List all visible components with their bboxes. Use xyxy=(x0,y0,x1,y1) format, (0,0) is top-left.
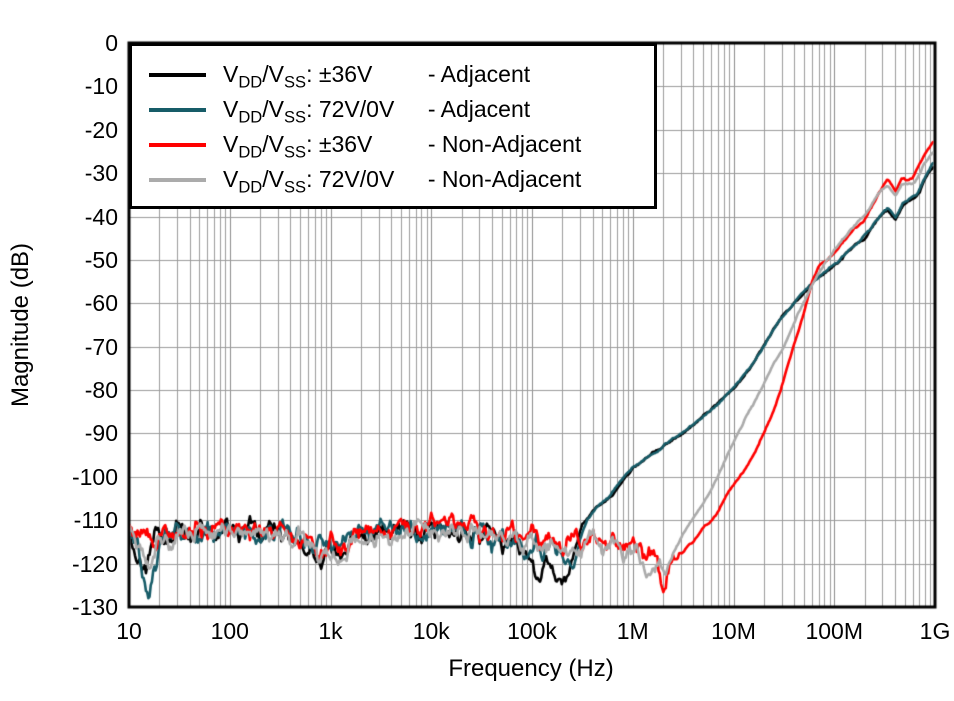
x-tick-label: 100 xyxy=(210,618,249,644)
legend-variant: - Adjacent xyxy=(427,96,531,122)
legend-item: VDD/VSS: 72V/0V - Adjacent xyxy=(149,92,648,127)
x-tick-label: 1M xyxy=(616,618,649,644)
legend-variant: - Non-Adjacent xyxy=(427,166,582,192)
y-tick-label: -100 xyxy=(71,463,118,490)
y-tick-label: -110 xyxy=(73,507,118,534)
legend-line-swatch xyxy=(149,107,206,112)
x-tick-label: 100k xyxy=(507,618,557,644)
y-tick-label: -90 xyxy=(84,420,118,447)
y-tick-label: -40 xyxy=(84,203,118,230)
x-tick-label: 10k xyxy=(412,618,450,644)
y-tick-label: -70 xyxy=(84,333,118,360)
chart-legend: VDD/VSS: ±36V - Adjacent VDD/VSS: 72V/0V - … xyxy=(129,43,657,209)
x-tick-label: 10M xyxy=(711,618,756,644)
legend-item-label: VDD/VSS: ±36V - Adjacent xyxy=(223,61,531,92)
legend-variant: - Non-Adjacent xyxy=(427,131,582,157)
y-tick-label: -120 xyxy=(71,550,118,577)
legend-item: VDD/VSS: 72V/0V - Non-Adjacent xyxy=(149,162,648,197)
legend-line-swatch xyxy=(149,142,206,147)
legend-item: VDD/VSS: ±36V - Adjacent xyxy=(149,57,648,92)
y-tick-label: -50 xyxy=(84,246,118,273)
y-tick-label: -60 xyxy=(84,290,118,317)
legend-variant: - Adjacent xyxy=(427,61,531,87)
legend-voltage: 72V/0V xyxy=(318,96,395,122)
legend-line-swatch xyxy=(149,177,206,182)
legend-line-swatch xyxy=(149,72,206,77)
y-tick-label: 0 xyxy=(105,30,118,56)
x-axis-title: Frequency (Hz) xyxy=(448,655,614,682)
legend-item-label: VDD/VSS: ±36V - Non-Adjacent xyxy=(223,131,582,162)
x-tick-label: 100M xyxy=(805,618,864,644)
legend-item: VDD/VSS: ±36V - Non-Adjacent xyxy=(149,127,648,162)
legend-item-label: VDD/VSS: 72V/0V - Adjacent xyxy=(223,96,531,127)
legend-voltage: ±36V xyxy=(318,131,373,157)
x-tick-label: 1k xyxy=(318,618,343,644)
legend-voltage: 72V/0V xyxy=(318,166,395,192)
y-tick-label: -80 xyxy=(84,377,118,404)
y-tick-label: -30 xyxy=(84,160,118,187)
y-tick-label: -10 xyxy=(84,73,118,100)
x-tick-label: 10 xyxy=(116,618,142,644)
legend-item-label: VDD/VSS: 72V/0V - Non-Adjacent xyxy=(223,166,582,197)
x-tick-label: 1G xyxy=(919,618,951,644)
y-tick-label: -130 xyxy=(71,594,118,620)
y-tick-label: -20 xyxy=(84,116,118,143)
legend-voltage: ±36V xyxy=(318,61,373,87)
